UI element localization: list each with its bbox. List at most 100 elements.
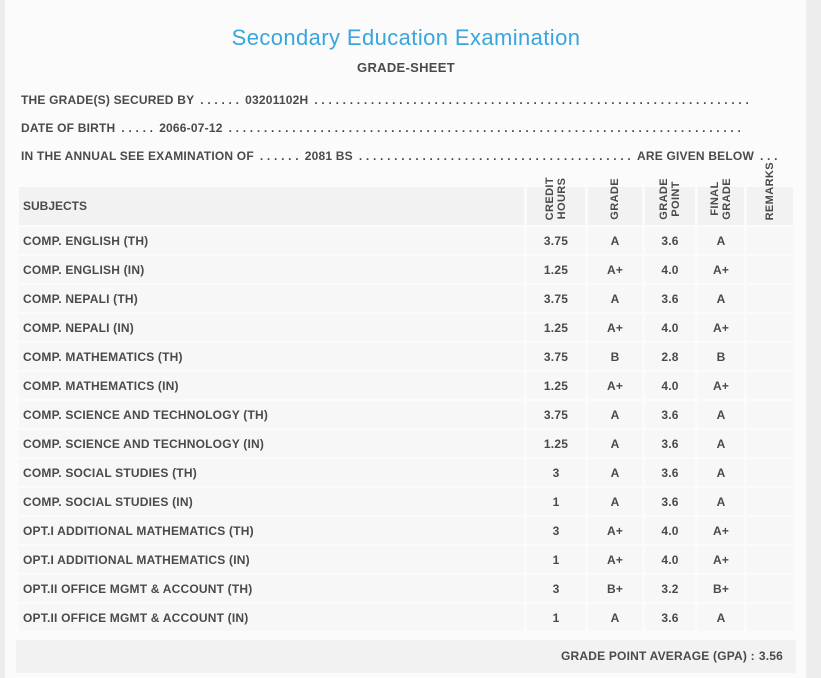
cell-credit-hours: 1 [527, 488, 585, 515]
dots-filler: . . . . . [121, 121, 154, 135]
table-row: OPT.II OFFICE MGMT & ACCOUNT (TH) 3 B+ 3… [19, 575, 793, 602]
cell-final-grade: A [698, 604, 744, 631]
cell-remarks [747, 430, 793, 457]
cell-final-grade: A [698, 459, 744, 486]
cell-subject: COMP. MATHEMATICS (IN) [19, 372, 524, 399]
column-header-remarks: REMARKS [747, 162, 793, 225]
student-info-line-date-of-birth: DATE OF BIRTH . . . . . 2066-07-12 . . . . … [21, 120, 796, 136]
cell-grade-point: 4.0 [645, 546, 695, 573]
student-info-line-grades-secured-by: THE GRADE(S) SECURED BY . . . . . . 032011… [21, 92, 796, 108]
cell-final-grade: B+ [698, 575, 744, 602]
grades-table: SUBJECTS CREDIT HOURS GRADE GRADE POINT … [16, 162, 796, 633]
symbol-number-value: 03201102H [245, 93, 309, 107]
page-title: Secondary Education Examination [231, 25, 581, 50]
cell-grade-point: 4.0 [645, 314, 695, 341]
cell-grade-point: 3.6 [645, 459, 695, 486]
cell-grade: A [588, 604, 642, 631]
cell-grade: A+ [588, 517, 642, 544]
cell-subject: COMP. NEPALI (TH) [19, 285, 524, 312]
cell-subject: OPT.I ADDITIONAL MATHEMATICS (TH) [19, 517, 524, 544]
cell-credit-hours: 3.75 [527, 401, 585, 428]
cell-remarks [747, 546, 793, 573]
cell-grade: A [588, 430, 642, 457]
info-suffix: ARE GIVEN BELOW [636, 149, 754, 163]
cell-final-grade: B [698, 343, 744, 370]
column-header-label: CREDIT HOURS [544, 176, 568, 220]
column-header-label: GRADE POINT [658, 178, 682, 220]
cell-grade-point: 3.6 [645, 227, 695, 254]
cell-grade: A+ [588, 546, 642, 573]
cell-grade-point: 3.6 [645, 604, 695, 631]
cell-subject: COMP. ENGLISH (TH) [19, 227, 524, 254]
cell-final-grade: A+ [698, 546, 744, 573]
cell-grade: A+ [588, 314, 642, 341]
dots-filler: . . . . . . . . . . . . . . . . . . . . … [314, 93, 750, 107]
cell-credit-hours: 1 [527, 604, 585, 631]
cell-final-grade: A [698, 488, 744, 515]
table-row: OPT.II OFFICE MGMT & ACCOUNT (IN) 1 A 3.… [19, 604, 793, 631]
cell-subject: OPT.I ADDITIONAL MATHEMATICS (IN) [19, 546, 524, 573]
cell-final-grade: A [698, 227, 744, 254]
cell-grade: A+ [588, 256, 642, 283]
cell-remarks [747, 227, 793, 254]
table-row: COMP. MATHEMATICS (IN) 1.25 A+ 4.0 A+ [19, 372, 793, 399]
dots-filler: . . . . . . . . . . . . . . . . . . . . … [228, 121, 742, 135]
cell-grade: A [588, 401, 642, 428]
info-label: THE GRADE(S) SECURED BY [21, 93, 195, 107]
column-header-grade-point: GRADE POINT [645, 178, 695, 225]
gpa-value: 3.56 [758, 649, 783, 663]
cell-grade-point: 3.6 [645, 488, 695, 515]
column-header-final-grade: FINAL GRADE [698, 178, 744, 225]
cell-final-grade: A+ [698, 256, 744, 283]
cell-remarks [747, 401, 793, 428]
table-row: COMP. SCIENCE AND TECHNOLOGY (IN) 1.25 A… [19, 430, 793, 457]
cell-grade: A+ [588, 372, 642, 399]
cell-remarks [747, 314, 793, 341]
cell-grade-point: 4.0 [645, 372, 695, 399]
cell-grade-point: 4.0 [645, 256, 695, 283]
cell-subject: COMP. NEPALI (IN) [19, 314, 524, 341]
table-row: COMP. SOCIAL STUDIES (IN) 1 A 3.6 A [19, 488, 793, 515]
cell-credit-hours: 3.75 [527, 343, 585, 370]
cell-remarks [747, 575, 793, 602]
cell-final-grade: A+ [698, 517, 744, 544]
cell-credit-hours: 1.25 [527, 372, 585, 399]
cell-credit-hours: 3.75 [527, 227, 585, 254]
column-header-credit-hours: CREDIT HOURS [527, 177, 585, 225]
table-row: OPT.I ADDITIONAL MATHEMATICS (IN) 1 A+ 4… [19, 546, 793, 573]
table-row: COMP. SCIENCE AND TECHNOLOGY (TH) 3.75 A… [19, 401, 793, 428]
cell-grade: A [588, 227, 642, 254]
table-row: COMP. NEPALI (IN) 1.25 A+ 4.0 A+ [19, 314, 793, 341]
table-row: COMP. SOCIAL STUDIES (TH) 3 A 3.6 A [19, 459, 793, 486]
cell-subject: COMP. SOCIAL STUDIES (TH) [19, 459, 524, 486]
cell-grade-point: 3.6 [645, 285, 695, 312]
cell-credit-hours: 3.75 [527, 285, 585, 312]
cell-credit-hours: 3 [527, 575, 585, 602]
cell-grade-point: 3.2 [645, 575, 695, 602]
cell-grade-point: 3.6 [645, 430, 695, 457]
cell-credit-hours: 1 [527, 546, 585, 573]
table-row: COMP. MATHEMATICS (TH) 3.75 B 2.8 B [19, 343, 793, 370]
exam-year-value: 2081 BS [304, 149, 353, 163]
cell-remarks [747, 517, 793, 544]
cell-remarks [747, 604, 793, 631]
cell-subject: OPT.II OFFICE MGMT & ACCOUNT (IN) [19, 604, 524, 631]
dots-filler: . . . . . . [259, 149, 299, 163]
table-row: COMP. ENGLISH (TH) 3.75 A 3.6 A [19, 227, 793, 254]
info-label: DATE OF BIRTH [21, 121, 116, 135]
cell-remarks [747, 372, 793, 399]
cell-final-grade: A+ [698, 314, 744, 341]
cell-remarks [747, 256, 793, 283]
gpa-summary-row: GRADE POINT AVERAGE (GPA) :3.56 [16, 640, 796, 673]
cell-subject: COMP. ENGLISH (IN) [19, 256, 524, 283]
cell-final-grade: A+ [698, 372, 744, 399]
cell-subject: COMP. MATHEMATICS (TH) [19, 343, 524, 370]
dots-filler: . . . . . . . . . . . . . . . . . . . . … [358, 149, 631, 163]
cell-credit-hours: 3 [527, 517, 585, 544]
cell-subject: COMP. SCIENCE AND TECHNOLOGY (IN) [19, 430, 524, 457]
cell-grade-point: 4.0 [645, 517, 695, 544]
gpa-label: GRADE POINT AVERAGE (GPA) : [560, 649, 755, 663]
column-header-label: FINAL GRADE [709, 178, 733, 220]
cell-remarks [747, 488, 793, 515]
dots-filler: . . . [759, 149, 778, 163]
